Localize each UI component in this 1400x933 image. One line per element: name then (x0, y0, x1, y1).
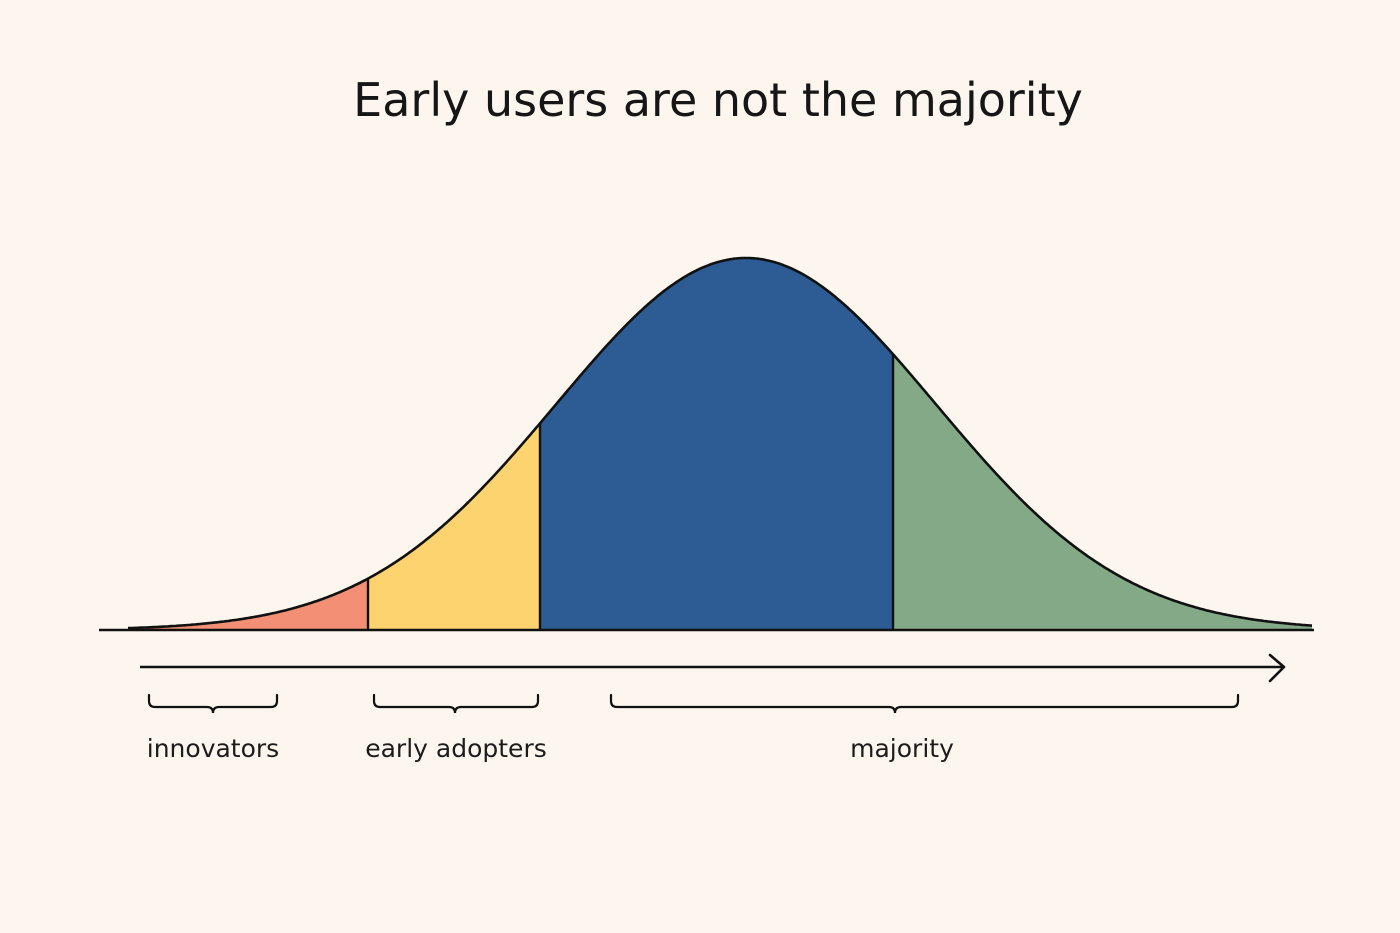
axis-arrow (140, 653, 1286, 683)
curve-segments (128, 258, 1312, 630)
label-early-adopters: early adopters (365, 734, 547, 763)
segment-majority-late (893, 354, 1312, 630)
arrow-head-icon (1268, 653, 1286, 683)
segment-dividers (366, 354, 895, 630)
group-brackets (147, 693, 1240, 714)
diagram-title: Early users are not the majority (353, 73, 1083, 127)
bracket-majority (609, 693, 1240, 714)
bracket-innovators (147, 693, 279, 714)
bracket-early-adopters (372, 693, 540, 714)
segment-majority-early (540, 258, 893, 630)
bell-curve-outline (128, 256, 1313, 630)
label-innovators: innovators (147, 734, 279, 763)
label-majority: majority (850, 734, 954, 763)
segment-innovators (128, 578, 368, 630)
segment-early-adopters (368, 423, 540, 630)
